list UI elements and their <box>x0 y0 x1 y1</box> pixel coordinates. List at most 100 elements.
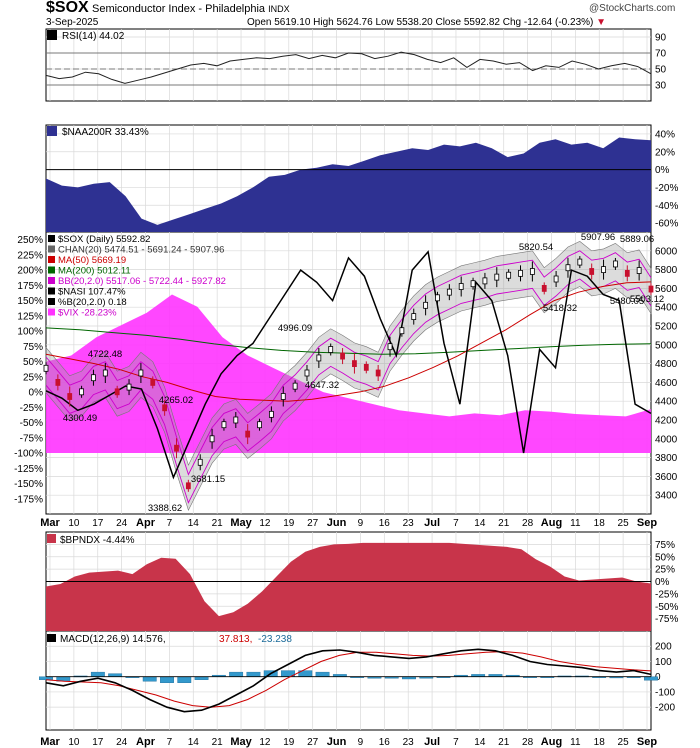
price-candle-body <box>636 267 642 274</box>
y-tick-label: -100 <box>655 687 675 698</box>
ohlc-summary: Open 5619.10 High 5624.76 Low 5538.20 Cl… <box>247 17 606 28</box>
y-tick-label-left: -150% <box>14 479 43 490</box>
price-annotation: 4647.32 <box>305 380 339 391</box>
bpndx-label: $BPNDX -4.44% <box>60 535 135 546</box>
y-tick-label: 4600 <box>655 378 678 389</box>
y-tick-label: 50% <box>655 552 675 563</box>
bpndx-legend-swatch <box>47 534 56 543</box>
x-tick-label: Jul <box>424 517 440 529</box>
y-tick-label-left: 225% <box>17 250 43 261</box>
y-tick-label: -25% <box>655 589 678 600</box>
vix-area <box>46 294 651 454</box>
price-candle-body <box>292 382 298 390</box>
chart-date: 3-Sep-2025 <box>46 17 99 28</box>
price-candle-body <box>138 369 144 377</box>
y-tick-label-left: -175% <box>14 494 43 505</box>
y-tick-label: 5000 <box>655 340 678 351</box>
price-candle-body <box>209 435 215 443</box>
macd-histogram-bar <box>90 671 105 677</box>
y-tick-label-left: 50% <box>23 357 43 368</box>
price-candle-body <box>185 482 191 490</box>
price-candle-body <box>541 284 547 292</box>
y-tick-label: 20% <box>655 147 675 158</box>
y-tick-label-left: -50% <box>20 418 43 429</box>
price-candle-body <box>114 388 120 396</box>
x-tick-label: 7 <box>167 737 173 748</box>
price-candle-body <box>268 410 274 418</box>
x-tick-label: 7 <box>453 737 459 748</box>
y-tick-label: 50 <box>655 65 667 76</box>
x-tick-label: 28 <box>522 518 534 529</box>
instrument-name: Semiconductor Index - Philadelphia INDX <box>92 3 290 15</box>
rsi-line <box>45 51 652 84</box>
price-legend-swatch <box>48 245 55 253</box>
y-tick-label: 75% <box>655 540 675 551</box>
x-tick-label: 23 <box>403 737 415 748</box>
price-candle-body <box>162 404 168 412</box>
x-tick-label: 11 <box>570 737 581 748</box>
y-tick-label: 70 <box>655 49 667 60</box>
rsi-legend-swatch <box>47 30 57 40</box>
y-tick-label: 30 <box>655 81 667 92</box>
price-candle-body <box>43 364 49 372</box>
price-candle-body <box>470 280 476 288</box>
ma200-line <box>45 327 652 355</box>
price-legend-entry: MA(50) 5669.19 <box>58 255 126 266</box>
price-candle-body <box>506 271 512 279</box>
price-candle-body <box>102 369 108 377</box>
y-tick-label: 5600 <box>655 284 678 295</box>
price-candle-body <box>613 260 618 268</box>
price-candle-body <box>328 346 334 353</box>
x-tick-label: 7 <box>453 518 459 529</box>
bpndx-area <box>46 542 651 631</box>
x-tick-label: Jun <box>327 736 347 748</box>
price-candle-body <box>399 327 405 335</box>
y-tick-label: 5800 <box>655 265 678 276</box>
y-tick-label: 200 <box>655 642 672 653</box>
macd-hist-label: -23.238 <box>258 634 292 645</box>
price-annotation: 4265.02 <box>159 395 193 406</box>
y-tick-label: 0% <box>655 577 670 588</box>
price-legend-entry: $NASI 107.47% <box>58 287 126 298</box>
price-candle-body <box>529 268 535 275</box>
price-legend-entry: MA(200) 5012.11 <box>58 266 131 277</box>
x-tick-label: 24 <box>116 518 128 529</box>
exchange-text: INDX <box>268 4 290 14</box>
price-legend-swatch <box>48 235 55 242</box>
y-tick-label: 90 <box>655 33 667 44</box>
y-tick-label-left: -75% <box>20 433 43 444</box>
price-candle-body <box>446 288 452 296</box>
y-tick-label: 3400 <box>655 491 678 502</box>
y-tick-label: 100 <box>655 657 672 668</box>
price-candle-body <box>624 269 630 277</box>
name-text: Semiconductor Index - Philadelphia <box>92 3 266 15</box>
macd-histogram-bar <box>644 676 658 681</box>
price-candle-body <box>375 369 381 377</box>
price-candle-body <box>174 444 179 452</box>
x-tick-label: Sep <box>637 517 657 529</box>
price-legend-entry: $VIX -28.23% <box>58 308 117 319</box>
macd-histogram-bar <box>194 676 209 680</box>
y-tick-label: 4000 <box>655 434 678 445</box>
channel-band <box>45 241 652 511</box>
x-tick-label: 23 <box>403 518 415 529</box>
macd-histogram-bar <box>229 671 244 677</box>
panel-frame-macd <box>45 630 652 731</box>
price-candle-body <box>304 369 310 377</box>
macd-label: MACD(12,26,9) 14.576, <box>60 634 166 645</box>
price-candle-body <box>67 393 73 400</box>
price-annotation: 3681.15 <box>191 474 225 485</box>
x-tick-label: 25 <box>618 737 630 748</box>
x-tick-label: May <box>230 517 252 529</box>
y-tick-label: -50% <box>655 602 678 613</box>
brand-watermark[interactable]: @StockCharts.com <box>589 3 676 14</box>
x-tick-label: 14 <box>188 737 200 748</box>
price-candle-body <box>352 360 357 368</box>
price-annotation: 5418.32 <box>543 303 577 314</box>
x-tick-label: 27 <box>307 518 319 529</box>
down-arrow-icon: ▼ <box>596 17 607 28</box>
x-tick-label: 16 <box>379 737 391 748</box>
x-tick-label: 21 <box>498 737 510 748</box>
y-tick-label: 0 <box>655 672 661 683</box>
